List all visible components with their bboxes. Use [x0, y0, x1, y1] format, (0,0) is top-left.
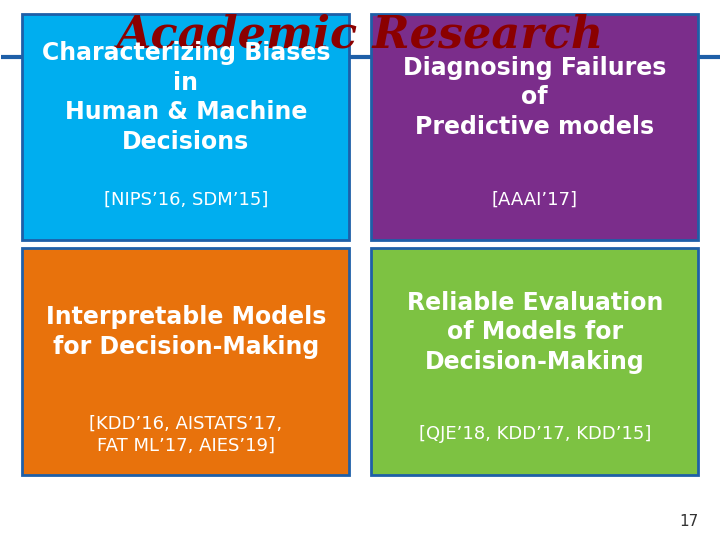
FancyBboxPatch shape — [22, 14, 349, 240]
Text: Interpretable Models
for Decision-Making: Interpretable Models for Decision-Making — [45, 306, 326, 359]
Text: [KDD’16, AISTATS’17,
FAT ML’17, AIES’19]: [KDD’16, AISTATS’17, FAT ML’17, AIES’19] — [89, 414, 282, 455]
Text: [QJE’18, KDD’17, KDD’15]: [QJE’18, KDD’17, KDD’15] — [418, 426, 651, 443]
Text: Reliable Evaluation
of Models for
Decision-Making: Reliable Evaluation of Models for Decisi… — [407, 291, 663, 374]
Text: [AAAI’17]: [AAAI’17] — [492, 191, 577, 208]
FancyBboxPatch shape — [371, 14, 698, 240]
Text: 17: 17 — [679, 514, 698, 529]
Text: Characterizing Biases
in
Human & Machine
Decisions: Characterizing Biases in Human & Machine… — [42, 41, 330, 154]
Text: [NIPS’16, SDM’15]: [NIPS’16, SDM’15] — [104, 191, 268, 208]
FancyBboxPatch shape — [371, 248, 698, 475]
Text: Academic Research: Academic Research — [117, 14, 604, 57]
FancyBboxPatch shape — [22, 248, 349, 475]
Text: Diagnosing Failures
of
Predictive models: Diagnosing Failures of Predictive models — [403, 56, 667, 139]
